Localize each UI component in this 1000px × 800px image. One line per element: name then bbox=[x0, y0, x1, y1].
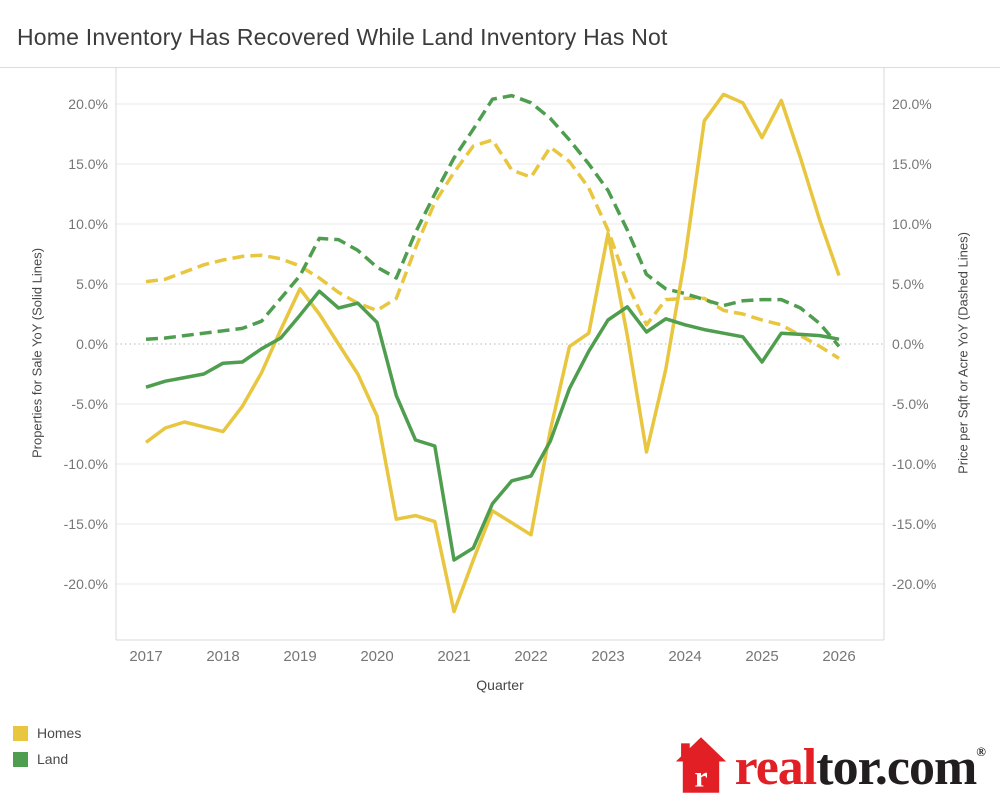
series-line-homes-inventory bbox=[144, 92, 841, 614]
y-axis-right-title: Price per Sqft or Acre YoY (Dashed Lines… bbox=[955, 232, 971, 474]
y-tick-label-left: -20.0% bbox=[64, 576, 108, 592]
y-tick-label-right: 5.0% bbox=[892, 276, 924, 292]
x-tick-label: 2020 bbox=[360, 648, 393, 665]
legend-item-homes: Homes bbox=[13, 725, 81, 741]
y-tick-label-right: 15.0% bbox=[892, 156, 932, 172]
y-tick-label-left: -15.0% bbox=[64, 516, 108, 532]
x-tick-label: 2017 bbox=[129, 648, 162, 665]
series-line-homes-price bbox=[145, 138, 840, 360]
x-tick-label: 2018 bbox=[206, 648, 239, 665]
y-tick-label-right: 0.0% bbox=[892, 336, 924, 352]
x-tick-label: 2023 bbox=[591, 648, 624, 665]
legend-label-homes: Homes bbox=[37, 725, 82, 741]
legend-label-land: Land bbox=[37, 751, 69, 767]
x-tick-label: 2025 bbox=[745, 648, 778, 665]
logo-text-real: real bbox=[734, 739, 818, 796]
title-divider bbox=[0, 67, 1000, 68]
y-tick-label-left: 0.0% bbox=[76, 336, 108, 352]
y-tick-label-right: -15.0% bbox=[892, 516, 936, 532]
y-axis-left-title: Properties for Sale YoY (Solid Lines) bbox=[29, 247, 45, 459]
y-tick-label-right: -5.0% bbox=[892, 396, 929, 412]
y-tick-label-right: -10.0% bbox=[892, 456, 936, 472]
page-title: Home Inventory Has Recovered While Land … bbox=[17, 24, 668, 50]
x-tick-label: 2021 bbox=[437, 648, 470, 665]
land-swatch bbox=[13, 751, 28, 767]
x-tick-label: 2024 bbox=[668, 648, 701, 665]
y-tick-label-right: -20.0% bbox=[892, 576, 936, 592]
house-letter: r bbox=[694, 762, 707, 794]
y-tick-label-left: 10.0% bbox=[68, 216, 108, 232]
y-tick-label-left: 20.0% bbox=[68, 96, 108, 112]
registered-mark: ® bbox=[976, 744, 986, 759]
legend-item-land: Land bbox=[13, 751, 81, 767]
x-axis-title: Quarter bbox=[476, 677, 524, 693]
x-tick-label: 2022 bbox=[514, 648, 547, 665]
logo-text-torcom: tor.com bbox=[816, 739, 977, 796]
logo-text: realtor.com® bbox=[735, 724, 986, 796]
homes-swatch bbox=[13, 725, 28, 741]
y-tick-label-left: 15.0% bbox=[68, 156, 108, 172]
series-line-land-price bbox=[145, 93, 841, 348]
x-tick-label: 2026 bbox=[822, 648, 855, 665]
realtor-logo: r realtor.com® bbox=[675, 724, 986, 796]
y-tick-label-left: 5.0% bbox=[76, 276, 108, 292]
y-tick-label-right: 20.0% bbox=[892, 96, 932, 112]
y-tick-label-left: -10.0% bbox=[64, 456, 108, 472]
y-tick-label-right: 10.0% bbox=[892, 216, 932, 232]
realtor-house-icon: r bbox=[675, 737, 726, 794]
y-tick-label-left: -5.0% bbox=[71, 396, 108, 412]
legend: Homes Land bbox=[13, 725, 81, 777]
x-tick-label: 2019 bbox=[283, 648, 316, 665]
series-line-land-inventory bbox=[145, 289, 840, 562]
